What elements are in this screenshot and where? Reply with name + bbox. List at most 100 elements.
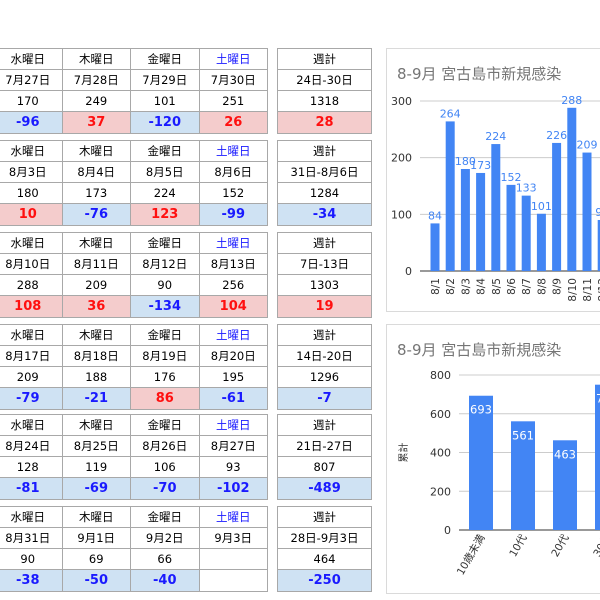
day-diff-cell: -69 — [61, 477, 131, 500]
day-count-cell: 69 — [61, 548, 131, 570]
x-tick-label: 8/7 — [521, 278, 533, 295]
week-row-diff: 10 -76 123 -99 — [0, 203, 268, 226]
week-total-diff-cell: 28 — [277, 111, 372, 134]
data-label: 226 — [546, 129, 567, 142]
bar — [567, 107, 577, 271]
day-hdr-cell: 金曜日 — [130, 48, 200, 70]
day-date-cell: 8月11日 — [61, 253, 131, 275]
day-diff-cell: 10 — [0, 203, 63, 226]
day-date-cell: 7月27日 — [0, 69, 63, 91]
x-tick-label: 8/12 — [597, 278, 600, 302]
bar — [553, 440, 577, 530]
daily-bar-chart: 0 100 200 300 84 8/1 264 8/2 180 8/3 173 8/4 224 8/5 1… — [391, 94, 600, 302]
week-total-range-cell: 24日-30日 — [277, 69, 372, 91]
data-label: 561 — [512, 428, 534, 442]
x-tick-label: 8/11 — [582, 278, 594, 302]
day-count-cell: 93 — [198, 456, 268, 478]
week-row-diff: -79 -21 86 -61 — [0, 387, 268, 410]
x-tick-label: 8/5 — [491, 278, 503, 295]
day-hdr-cell: 金曜日 — [130, 324, 200, 346]
week-row-date: 8月10日 8月11日 8月12日 8月13日 — [0, 253, 268, 275]
bar — [511, 421, 535, 530]
bar — [430, 223, 440, 271]
y-tick-label: 200 — [391, 152, 412, 165]
bar — [506, 184, 516, 271]
week-total-diff-cell: -7 — [277, 387, 372, 410]
day-count-cell: 195 — [198, 366, 268, 388]
week-total-diff-cell: -34 — [277, 203, 372, 226]
week-total-diff-cell: -250 — [277, 569, 372, 592]
week-table: 水曜日 木曜日 金曜日 土曜日 8月31日 9月1日 9月2日 9月3日 90 69 66 -38 -5… — [0, 506, 268, 592]
week-total-range-cell: 31日-8月6日 — [277, 161, 372, 183]
day-hdr-cell: 金曜日 — [130, 506, 200, 528]
day-date-cell: 8月17日 — [0, 345, 63, 367]
x-tick-label: 8/6 — [506, 278, 518, 295]
day-count-cell: 188 — [61, 366, 131, 388]
week-row-count: 288 209 90 256 — [0, 274, 268, 296]
week-row-count: 170 249 101 251 — [0, 90, 268, 112]
daily-chart-card: 8-9月 宮古島市新規感染 0 100 200 300 84 8/1 264 8/2 180 8/… — [386, 48, 600, 312]
day-date-cell: 8月10日 — [0, 253, 63, 275]
x-tick-label: 8/4 — [476, 278, 488, 295]
data-label: 133 — [516, 182, 537, 195]
day-hdr-cell: 木曜日 — [61, 414, 131, 436]
day-diff-cell: 123 — [130, 203, 200, 226]
day-hdr-cell: 土曜日 — [198, 506, 268, 528]
data-label: 288 — [561, 94, 582, 107]
week-row-hdr: 水曜日 木曜日 金曜日 土曜日 — [0, 140, 268, 162]
week-row-hdr: 水曜日 木曜日 金曜日 土曜日 — [0, 414, 268, 436]
day-count-cell: 128 — [0, 456, 63, 478]
day-diff-cell: -21 — [61, 387, 131, 410]
day-count-cell: 256 — [198, 274, 268, 296]
week-total-range-cell: 28日-9月3日 — [277, 527, 372, 549]
age-chart-card: 8-9月 宮古島市新規感染 0 200 400 600 800 累計 693 10歳未満 561… — [386, 324, 600, 594]
day-date-cell: 8月19日 — [130, 345, 200, 367]
bar — [582, 152, 592, 271]
day-count-cell: 173 — [61, 182, 131, 204]
day-count-cell: 152 — [198, 182, 268, 204]
week-row-diff: -38 -50 -40 — [0, 569, 268, 592]
day-diff-cell: -70 — [130, 477, 200, 500]
day-diff-cell: 37 — [61, 111, 131, 134]
day-hdr-cell: 木曜日 — [61, 232, 131, 254]
bar — [491, 144, 501, 271]
week-total-table: 週計 28日-9月3日 464 -250 — [277, 506, 372, 592]
day-date-cell: 8月25日 — [61, 435, 131, 457]
day-hdr-cell: 木曜日 — [61, 506, 131, 528]
day-hdr-cell: 土曜日 — [198, 324, 268, 346]
x-tick-label: 8/1 — [430, 278, 442, 295]
day-count-cell: 224 — [130, 182, 200, 204]
day-count-cell — [198, 548, 268, 570]
week-row-count: 90 69 66 — [0, 548, 268, 570]
day-date-cell: 8月3日 — [0, 161, 63, 183]
week-row-date: 8月31日 9月1日 9月2日 9月3日 — [0, 527, 268, 549]
y-tick-label: 600 — [430, 408, 451, 421]
bar — [476, 172, 486, 271]
x-tick-label: 30代 — [591, 532, 600, 559]
day-count-cell: 209 — [0, 366, 63, 388]
x-tick-label: 10代 — [507, 532, 530, 559]
day-diff-cell: -96 — [0, 111, 63, 134]
week-total-count-cell: 1303 — [277, 274, 372, 296]
day-diff-cell — [198, 569, 268, 592]
day-diff-cell: -120 — [130, 111, 200, 134]
week-total-table: 週計 24日-30日 1318 28 — [277, 48, 372, 134]
y-tick-label: 0 — [444, 524, 451, 537]
day-diff-cell: 108 — [0, 295, 63, 318]
y-tick-label: 400 — [430, 447, 451, 460]
data-label: 463 — [554, 447, 576, 461]
data-label: 173 — [470, 159, 491, 172]
bar — [597, 220, 600, 271]
day-count-cell: 90 — [130, 274, 200, 296]
day-count-cell: 101 — [130, 90, 200, 112]
data-label: 84 — [428, 209, 442, 222]
day-count-cell: 66 — [130, 548, 200, 570]
week-total-hdr-cell: 週計 — [277, 414, 372, 436]
week-row-date: 8月17日 8月18日 8月19日 8月20日 — [0, 345, 268, 367]
week-total-hdr-cell: 週計 — [277, 232, 372, 254]
bar — [445, 121, 455, 272]
day-hdr-cell: 木曜日 — [61, 324, 131, 346]
day-diff-cell: -102 — [198, 477, 268, 500]
day-hdr-cell: 金曜日 — [130, 232, 200, 254]
data-label: 152 — [501, 171, 522, 184]
